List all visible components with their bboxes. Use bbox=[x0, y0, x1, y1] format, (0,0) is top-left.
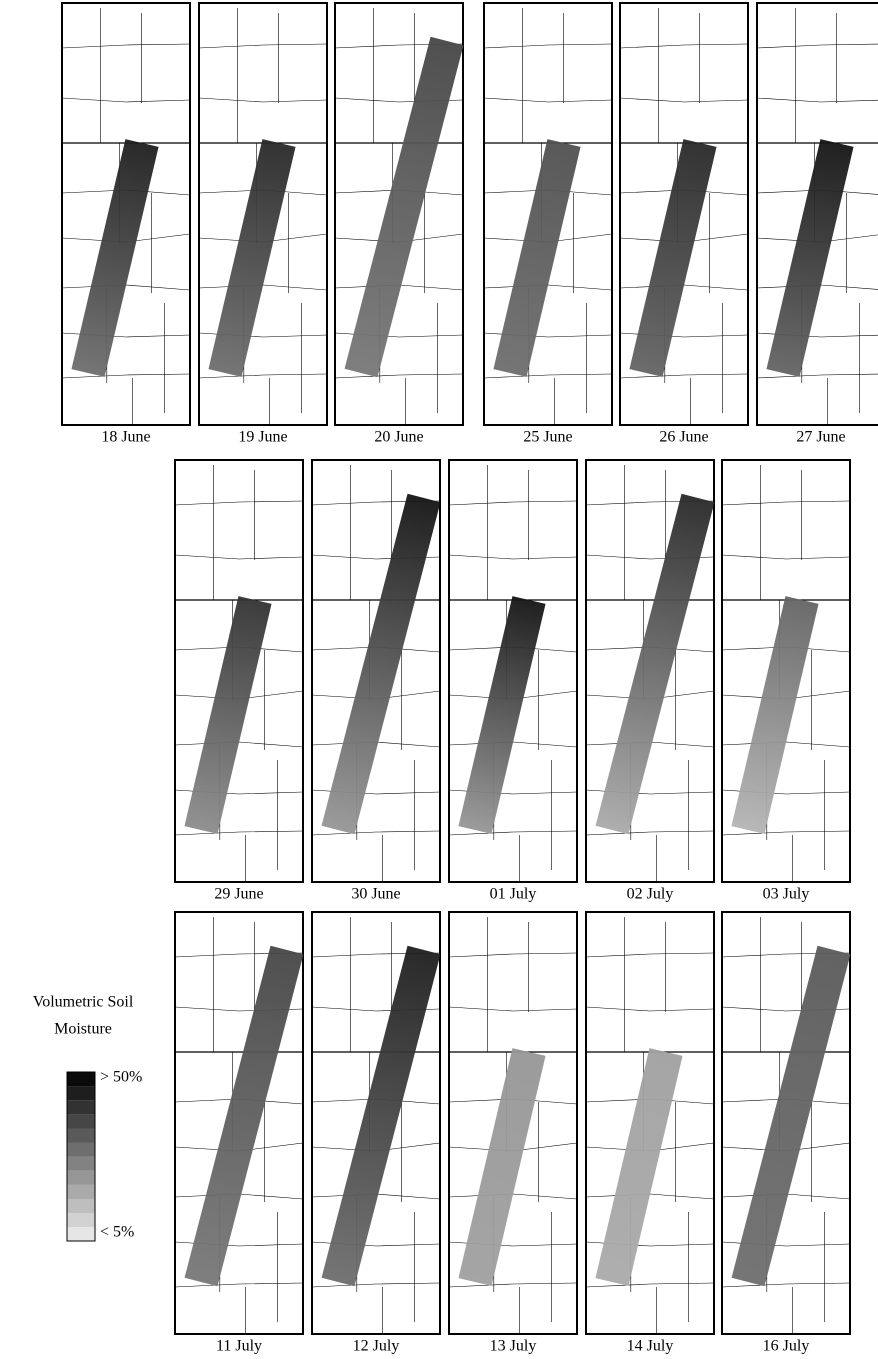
colorbar-step bbox=[67, 1086, 95, 1100]
panel-label: 19 June bbox=[238, 429, 287, 446]
map-panel: 19 June bbox=[199, 3, 327, 446]
colorbar-step bbox=[67, 1143, 95, 1157]
colorbar-step bbox=[67, 1072, 95, 1086]
colorbar-step bbox=[67, 1185, 95, 1199]
map-panel: 11 July bbox=[175, 912, 303, 1355]
map-panel: 26 June bbox=[620, 3, 748, 446]
legend-title: Volumetric Soil bbox=[33, 994, 134, 1011]
colorbar-step bbox=[67, 1114, 95, 1128]
panel-label: 02 July bbox=[627, 886, 674, 903]
colorbar-step bbox=[67, 1157, 95, 1171]
panel-label: 11 July bbox=[216, 1338, 262, 1355]
panel-label: 30 June bbox=[351, 886, 400, 903]
map-panel: 29 June bbox=[175, 460, 303, 903]
map-panel: 01 July bbox=[449, 460, 577, 903]
map-panel: 03 July bbox=[722, 460, 850, 903]
colorbar-step bbox=[67, 1171, 95, 1185]
panel-label: 20 June bbox=[374, 429, 423, 446]
panel-label: 01 July bbox=[490, 886, 537, 903]
colorbar-step bbox=[67, 1213, 95, 1227]
panel-label: 26 June bbox=[659, 429, 708, 446]
panel-label: 16 July bbox=[763, 1338, 810, 1355]
panel-label: 29 June bbox=[214, 886, 263, 903]
legend-max-label: > 50% bbox=[100, 1069, 142, 1086]
colorbar-step bbox=[67, 1199, 95, 1213]
map-panel: 12 July bbox=[312, 912, 440, 1355]
map-panel: 13 July bbox=[449, 912, 577, 1355]
legend-title: Moisture bbox=[54, 1021, 112, 1038]
map-panel: 27 June bbox=[757, 3, 878, 446]
map-panel: 30 June bbox=[312, 460, 440, 903]
panel-label: 18 June bbox=[101, 429, 150, 446]
panel-label: 12 July bbox=[353, 1338, 400, 1355]
panel-label: 27 June bbox=[796, 429, 845, 446]
panel-label: 25 June bbox=[523, 429, 572, 446]
panel-label: 03 July bbox=[763, 886, 810, 903]
figure: Volumetric Soil Moisture > 50% < 5% 18 J… bbox=[0, 0, 878, 1359]
panel-label: 14 July bbox=[627, 1338, 674, 1355]
map-panel: 02 July bbox=[586, 460, 714, 903]
map-panel: 14 July bbox=[586, 912, 714, 1355]
panel-label: 13 July bbox=[490, 1338, 537, 1355]
map-panel: 20 June bbox=[335, 3, 463, 446]
colorbar-step bbox=[67, 1128, 95, 1142]
map-panel: 25 June bbox=[484, 3, 612, 446]
map-panel: 18 June bbox=[62, 3, 190, 446]
map-panel: 16 July bbox=[722, 912, 850, 1355]
legend-min-label: < 5% bbox=[100, 1224, 134, 1241]
colorbar-step bbox=[67, 1100, 95, 1114]
colorbar-step bbox=[67, 1227, 95, 1241]
